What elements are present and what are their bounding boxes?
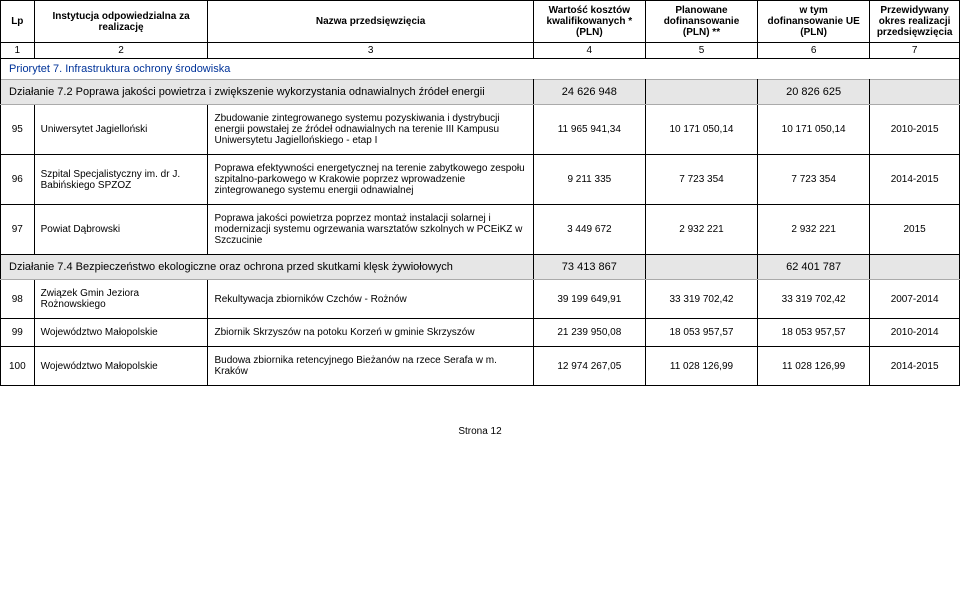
cell-v3: 7 723 354 xyxy=(758,155,870,205)
th-lp: Lp xyxy=(1,1,35,43)
cell-lp: 99 xyxy=(1,319,35,347)
action-72-label: Działanie 7.2 Poprawa jakości powietrza … xyxy=(1,80,534,105)
action-74-row: Działanie 7.4 Bezpieczeństwo ekologiczne… xyxy=(1,255,960,280)
table-row: 95 Uniwersytet Jagielloński Zbudowanie z… xyxy=(1,105,960,155)
table-row: 100 Województwo Małopolskie Budowa zbior… xyxy=(1,347,960,386)
cell-lp: 97 xyxy=(1,205,35,255)
header-row: Lp Instytucja odpowiedzialna za realizac… xyxy=(1,1,960,43)
cell-name: Poprawa efektywności energetycznej na te… xyxy=(208,155,533,205)
cell-v1: 12 974 267,05 xyxy=(533,347,645,386)
main-table: Lp Instytucja odpowiedzialna za realizac… xyxy=(0,0,960,386)
cell-v1: 21 239 950,08 xyxy=(533,319,645,347)
table-row: 97 Powiat Dąbrowski Poprawa jakości powi… xyxy=(1,205,960,255)
cell-v3: 11 028 126,99 xyxy=(758,347,870,386)
cell-lp: 98 xyxy=(1,280,35,319)
cell-v2: 10 171 050,14 xyxy=(645,105,757,155)
num-1: 1 xyxy=(1,43,35,59)
cell-v2: 11 028 126,99 xyxy=(645,347,757,386)
cell-name: Rekultywacja zbiorników Czchów - Rożnów xyxy=(208,280,533,319)
number-row: 1 2 3 4 5 6 7 xyxy=(1,43,960,59)
num-4: 4 xyxy=(533,43,645,59)
th-cost: Wartość kosztów kwalifikowanych * (PLN) xyxy=(533,1,645,43)
action-74-v4 xyxy=(870,255,960,280)
cell-lp: 95 xyxy=(1,105,35,155)
cell-v3: 33 319 702,42 xyxy=(758,280,870,319)
cell-v3: 2 932 221 xyxy=(758,205,870,255)
num-2: 2 xyxy=(34,43,208,59)
cell-name: Budowa zbiornika retencyjnego Bieżanów n… xyxy=(208,347,533,386)
priority-row: Priorytet 7. Infrastruktura ochrony środ… xyxy=(1,59,960,80)
cell-v3: 10 171 050,14 xyxy=(758,105,870,155)
th-name: Nazwa przedsięwzięcia xyxy=(208,1,533,43)
action-72-v3: 20 826 625 xyxy=(758,80,870,105)
table-row: 96 Szpital Specjalistyczny im. dr J. Bab… xyxy=(1,155,960,205)
action-72-v4 xyxy=(870,80,960,105)
priority-label: Priorytet 7. Infrastruktura ochrony środ… xyxy=(1,59,960,80)
cell-v1: 9 211 335 xyxy=(533,155,645,205)
num-3: 3 xyxy=(208,43,533,59)
num-5: 5 xyxy=(645,43,757,59)
cell-v2: 7 723 354 xyxy=(645,155,757,205)
cell-inst: Województwo Małopolskie xyxy=(34,347,208,386)
action-72-v1: 24 626 948 xyxy=(533,80,645,105)
cell-v2: 18 053 957,57 xyxy=(645,319,757,347)
th-eu: w tym dofinansowanie UE (PLN) xyxy=(758,1,870,43)
cell-name: Zbudowanie zintegrowanego systemu pozysk… xyxy=(208,105,533,155)
cell-inst: Związek Gmin Jeziora Rożnowskiego xyxy=(34,280,208,319)
num-6: 6 xyxy=(758,43,870,59)
th-planned: Planowane dofinansowanie (PLN) ** xyxy=(645,1,757,43)
cell-v4: 2007-2014 xyxy=(870,280,960,319)
cell-inst: Województwo Małopolskie xyxy=(34,319,208,347)
action-72-v2 xyxy=(645,80,757,105)
cell-inst: Powiat Dąbrowski xyxy=(34,205,208,255)
cell-name: Poprawa jakości powietrza poprzez montaż… xyxy=(208,205,533,255)
cell-v1: 3 449 672 xyxy=(533,205,645,255)
cell-inst: Uniwersytet Jagielloński xyxy=(34,105,208,155)
action-74-v2 xyxy=(645,255,757,280)
cell-v4: 2015 xyxy=(870,205,960,255)
action-74-v1: 73 413 867 xyxy=(533,255,645,280)
cell-v2: 33 319 702,42 xyxy=(645,280,757,319)
cell-v4: 2010-2015 xyxy=(870,105,960,155)
cell-v1: 11 965 941,34 xyxy=(533,105,645,155)
cell-v3: 18 053 957,57 xyxy=(758,319,870,347)
page-footer: Strona 12 xyxy=(0,426,960,437)
cell-v4: 2010-2014 xyxy=(870,319,960,347)
cell-lp: 100 xyxy=(1,347,35,386)
cell-inst: Szpital Specjalistyczny im. dr J. Babińs… xyxy=(34,155,208,205)
table-row: 99 Województwo Małopolskie Zbiornik Skrz… xyxy=(1,319,960,347)
cell-name: Zbiornik Skrzyszów na potoku Korzeń w gm… xyxy=(208,319,533,347)
action-72-row: Działanie 7.2 Poprawa jakości powietrza … xyxy=(1,80,960,105)
num-7: 7 xyxy=(870,43,960,59)
th-period: Przewidywany okres realizacji przedsięwz… xyxy=(870,1,960,43)
action-74-v3: 62 401 787 xyxy=(758,255,870,280)
cell-v4: 2014-2015 xyxy=(870,155,960,205)
th-inst: Instytucja odpowiedzialna za realizację xyxy=(34,1,208,43)
cell-v1: 39 199 649,91 xyxy=(533,280,645,319)
table-row: 98 Związek Gmin Jeziora Rożnowskiego Rek… xyxy=(1,280,960,319)
action-74-label: Działanie 7.4 Bezpieczeństwo ekologiczne… xyxy=(1,255,534,280)
cell-v4: 2014-2015 xyxy=(870,347,960,386)
cell-v2: 2 932 221 xyxy=(645,205,757,255)
cell-lp: 96 xyxy=(1,155,35,205)
